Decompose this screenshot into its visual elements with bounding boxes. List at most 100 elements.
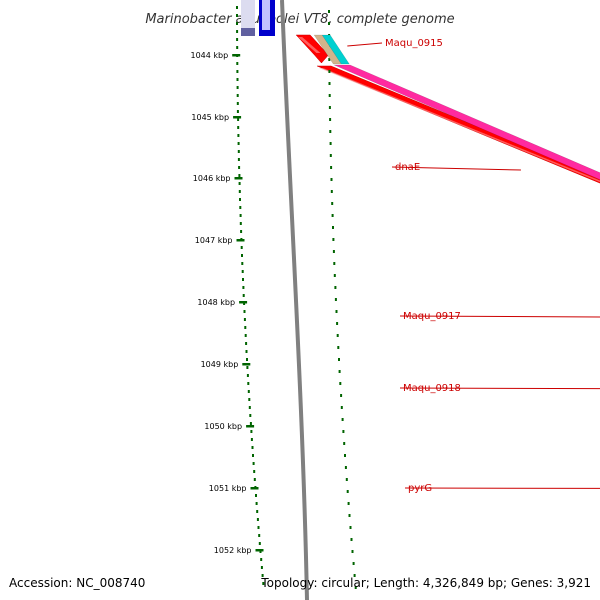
- ruler-dot: [245, 350, 248, 353]
- ruler-dot: [251, 446, 254, 449]
- ruler-tick-label: 1051 kbp: [209, 484, 247, 493]
- ruler-tick-label: 1047 kbp: [195, 236, 233, 245]
- gene-track-dot: [329, 142, 332, 145]
- accession-text: Accession: NC_008740: [9, 576, 146, 590]
- ruler-dot: [237, 158, 240, 161]
- ruler-dot: [237, 134, 240, 137]
- gene-track-dot: [332, 226, 334, 229]
- ruler-tick-label: 1045 kbp: [191, 113, 229, 122]
- ruler-dot: [243, 318, 246, 321]
- ruler-dot: [236, 102, 239, 105]
- ruler-tick: [242, 363, 251, 366]
- ruler-dot: [236, 78, 239, 81]
- ruler-tick-label: 1044 kbp: [190, 51, 228, 60]
- gene-dnae: [334, 64, 600, 180]
- previous-features: [241, 0, 275, 36]
- gene-track-dot: [330, 166, 333, 169]
- gene-track-dot: [337, 346, 340, 349]
- gene-leader-line: [404, 487, 600, 489]
- cds-arrow: [316, 65, 600, 184]
- gene-track-dot: [328, 58, 331, 61]
- gene-track-dot: [334, 286, 337, 289]
- gene-labels: Maqu_0915 dnaE Maqu_0917 Maqu_0918 pyrG: [347, 38, 600, 494]
- gene-track-dot: [328, 106, 331, 109]
- ruler-tick-label: 1050 kbp: [204, 422, 242, 431]
- gene-maqu-0915: [321, 34, 350, 65]
- gene-track-dot: [338, 358, 340, 361]
- ruler-dot: [238, 166, 241, 169]
- ruler-dot: [252, 454, 254, 457]
- ruler-dot: [239, 214, 242, 217]
- gene-label: dnaE: [395, 162, 420, 173]
- ruler-dot: [245, 342, 248, 345]
- ruler-dot: [236, 110, 239, 113]
- ruler-dot: [238, 190, 241, 193]
- ruler-dot: [242, 278, 244, 281]
- gene-leader-line: [347, 42, 383, 47]
- ruler-dot: [247, 390, 250, 393]
- gene-track-dot: [336, 334, 339, 337]
- gene-track-dot: [345, 478, 348, 481]
- prev-feature-dark: [241, 28, 255, 36]
- ruler-dot: [237, 150, 240, 153]
- prev-gene-highlight: [262, 0, 270, 30]
- gene-track-dot: [328, 94, 331, 97]
- ruler-dot: [237, 142, 240, 145]
- gene-label: Maqu_0915: [385, 38, 443, 49]
- ruler-tick-label: 1052 kbp: [214, 546, 252, 555]
- map-title: Marinobacter aquaeolei VT8, complete gen…: [145, 12, 454, 27]
- cds-track: [295, 34, 600, 184]
- gene-label: Maqu_0917: [403, 311, 461, 322]
- ruler-dot: [250, 430, 253, 433]
- ruler-dot: [236, 22, 238, 25]
- gene-track-dot: [335, 310, 338, 313]
- ruler-dot: [247, 382, 250, 385]
- ruler-tick: [239, 301, 248, 304]
- ruler-dot: [240, 246, 243, 249]
- ruler-tick-label: 1046 kbp: [193, 174, 231, 183]
- ruler-dot: [248, 406, 251, 409]
- ruler-dot: [256, 518, 259, 521]
- gene-track-dot: [342, 430, 345, 433]
- ruler-dot: [260, 558, 263, 561]
- ruler-dot: [239, 198, 241, 201]
- ruler-dot: [246, 374, 249, 377]
- ruler-dot: [238, 174, 241, 177]
- ruler-tick: [236, 239, 245, 242]
- gene-track-dot: [352, 562, 355, 565]
- gene-track-dot: [334, 298, 337, 301]
- ruler-dot: [249, 414, 252, 417]
- ruler-dot: [252, 462, 255, 465]
- ruler-dot: [240, 230, 243, 233]
- gene-track-dot: [339, 382, 342, 385]
- gene-leader-line: [399, 387, 600, 390]
- gene-track-dot: [346, 490, 349, 493]
- gene-track: [313, 10, 600, 589]
- gene-track-dot: [351, 550, 354, 553]
- gene-leader-line: [391, 166, 521, 171]
- ruler-dot: [236, 86, 239, 89]
- cds-highlight: [319, 68, 600, 183]
- ruler-tick: [246, 425, 255, 428]
- gene-track-dot: [328, 22, 330, 25]
- ruler-dot: [249, 422, 252, 425]
- gene-track-dot: [333, 262, 336, 265]
- ruler-dot: [255, 502, 258, 505]
- ruler-tick-label: 1049 kbp: [201, 360, 239, 369]
- kbp-ruler: 1044 kbp 1045 kbp 1046 kbp 1047 kbp 1048 kbp…: [190, 6, 265, 585]
- genome-backbone: [280, 0, 309, 600]
- gene-leader-line: [399, 315, 600, 318]
- gene-track-dot: [344, 454, 346, 457]
- ruler-dot: [236, 70, 239, 73]
- ruler-dot: [253, 478, 256, 481]
- prev-feature-light: [241, 0, 255, 36]
- gene-track-dot: [336, 322, 339, 325]
- gene-track-dot: [350, 538, 353, 541]
- cds-highlight: [298, 37, 321, 53]
- ruler-dot: [236, 94, 239, 97]
- gene-track-dot: [328, 10, 330, 13]
- ruler-tick-label: 1048 kbp: [197, 298, 235, 307]
- ruler-dot: [253, 470, 256, 473]
- gene-track-dot: [329, 130, 332, 133]
